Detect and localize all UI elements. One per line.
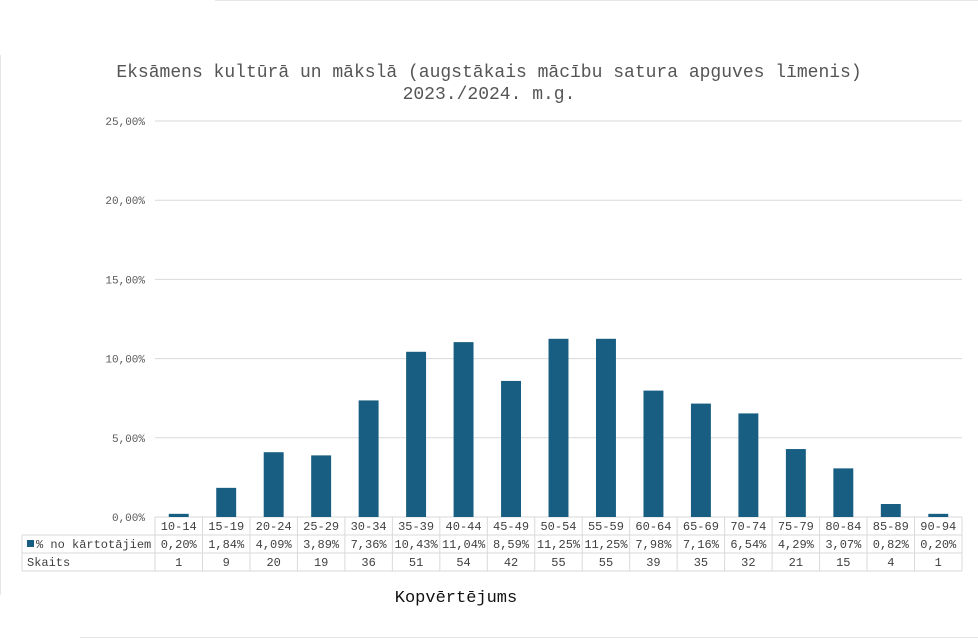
count-label: 39 <box>646 556 660 570</box>
data-label: 7,16% <box>683 538 720 552</box>
x-tick-label: 60-64 <box>635 520 671 534</box>
bar <box>311 455 332 517</box>
count-label: 36 <box>361 556 375 570</box>
x-tick-label: 30-34 <box>351 520 387 534</box>
x-tick-label: 40-44 <box>446 520 482 534</box>
count-label: 32 <box>741 556 755 570</box>
data-table: 10-14 15-19 20-24 25-29 30-34 35-39 40-44 45-49… <box>21 517 963 572</box>
x-tick-label: 90-94 <box>920 520 956 534</box>
data-label: 0,20% <box>161 538 198 552</box>
x-axis-title: Kopvērtējums <box>394 589 518 608</box>
bar <box>833 468 854 517</box>
x-tick-label: 50-54 <box>540 520 576 534</box>
frame-top-line <box>215 0 978 1</box>
count-label: 1 <box>935 556 942 570</box>
bar <box>880 504 901 517</box>
data-label: 4,09% <box>256 538 293 552</box>
x-tick-label: 55-59 <box>588 520 624 534</box>
bar <box>690 403 711 517</box>
bar <box>358 400 379 517</box>
bar <box>643 390 664 517</box>
y-tick-label: 0,00% <box>112 513 145 525</box>
count-label: 55 <box>599 556 613 570</box>
chart-title: Eksāmens kultūrā un mākslā (augstākais m… <box>116 63 862 83</box>
x-tick-label: 45-49 <box>493 520 529 534</box>
frame-bottom-line <box>80 637 978 638</box>
data-label: 7,98% <box>635 538 672 552</box>
y-axis-ticks: 0,00% 5,00% 10,00% 15,00% 20,00% 25,00% <box>105 117 145 525</box>
chart-subtitle: 2023./2024. m.g. <box>402 85 576 105</box>
count-label: 19 <box>314 556 328 570</box>
x-tick-label: 75-79 <box>778 520 814 534</box>
bars <box>168 338 949 517</box>
bar <box>501 380 521 517</box>
data-label: 6,54% <box>730 538 767 552</box>
data-label: 0,82% <box>873 538 910 552</box>
count-label: 51 <box>409 556 423 570</box>
count-label: 35 <box>694 556 708 570</box>
x-tick-label: 10-14 <box>161 520 197 534</box>
x-tick-label: 35-39 <box>398 520 434 534</box>
bar <box>548 338 569 517</box>
bar <box>596 338 616 517</box>
count-label: 54 <box>456 556 470 570</box>
data-label: 3,07% <box>825 538 862 552</box>
data-label: 7,36% <box>351 538 388 552</box>
data-label: 11,25% <box>584 538 628 552</box>
bar <box>928 513 949 517</box>
chart-title-block: Eksāmens kultūrā un mākslā (augstākais m… <box>0 62 978 106</box>
count-label: 21 <box>789 556 803 570</box>
count-label: 55 <box>551 556 565 570</box>
data-label: 10,43% <box>394 538 438 552</box>
y-tick-label: 15,00% <box>105 275 145 287</box>
count-label: 1 <box>175 556 182 570</box>
bar <box>406 351 427 517</box>
data-label: 1,84% <box>208 538 245 552</box>
y-tick-label: 25,00% <box>105 117 145 129</box>
count-label: 4 <box>887 556 894 570</box>
data-label: 11,25% <box>537 538 581 552</box>
data-label: 4,29% <box>778 538 815 552</box>
data-label: 8,59% <box>493 538 530 552</box>
bar <box>168 513 189 517</box>
count-label: 42 <box>504 556 518 570</box>
x-tick-label: 80-84 <box>825 520 861 534</box>
data-label: 0,20% <box>920 538 957 552</box>
x-tick-label: 20-24 <box>256 520 292 534</box>
y-tick-label: 5,00% <box>112 434 145 446</box>
x-tick-label: 25-29 <box>303 520 339 534</box>
data-label: 11,04% <box>442 538 486 552</box>
legend-swatch <box>27 540 34 547</box>
x-tick-label: 15-19 <box>208 520 244 534</box>
count-label: 20 <box>266 556 280 570</box>
bar <box>453 342 474 517</box>
frame-left-line <box>0 55 1 595</box>
count-label: 15 <box>836 556 850 570</box>
y-tick-label: 10,00% <box>105 355 145 367</box>
count-label: 9 <box>223 556 230 570</box>
bar <box>263 452 284 517</box>
bar <box>785 449 806 517</box>
x-tick-label: 85-89 <box>873 520 909 534</box>
x-tick-label: 65-69 <box>683 520 719 534</box>
data-label: 3,89% <box>303 538 340 552</box>
bar <box>738 413 759 517</box>
bar <box>216 487 237 517</box>
series-name: % no kārtotājiem <box>36 538 151 552</box>
table-row-name: Skaits <box>27 556 70 570</box>
y-tick-label: 20,00% <box>105 196 145 208</box>
x-tick-label: 70-74 <box>730 520 766 534</box>
